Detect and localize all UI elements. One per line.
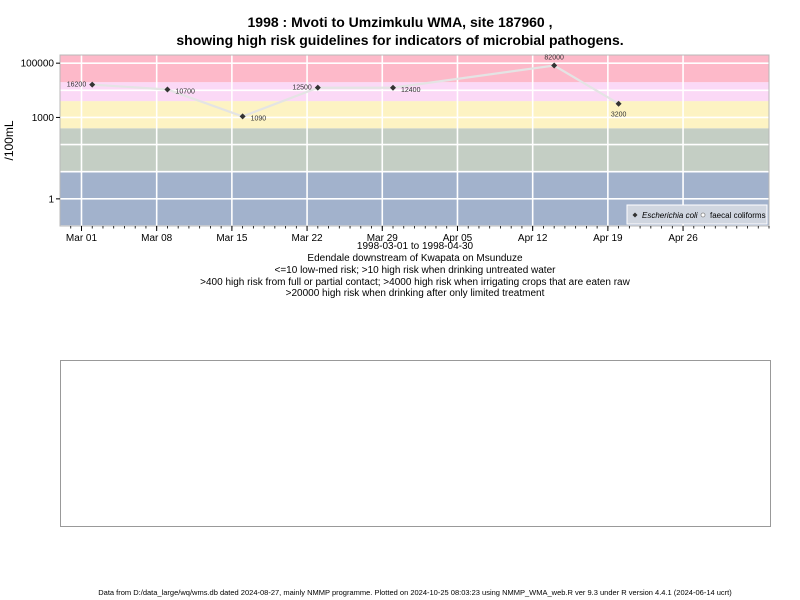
data-point-0 <box>89 81 96 88</box>
y-tick-label-0: 1 <box>48 194 54 205</box>
caption-risk-treatment: >20000 high risk when drinking after onl… <box>285 288 545 299</box>
data-label-1: 10700 <box>175 89 195 96</box>
risk-bands <box>60 55 769 226</box>
y-tick-label-1: 1000 <box>32 113 55 124</box>
caption-risk-drinking: <=10 low-med risk; >10 high risk when dr… <box>274 265 556 276</box>
x-tick-label-7: Apr 19 <box>593 233 623 244</box>
data-point-4 <box>390 84 397 91</box>
risk-band-2 <box>60 101 769 129</box>
data-label-6: 3200 <box>611 112 627 119</box>
axes: 1 1000 100000/100mL Mar 01 Mar 08 Mar 15 Mar 2… <box>2 54 770 244</box>
legend-marker-ecoli <box>632 212 638 218</box>
legend: Escherichia coli faecal coliforms <box>626 204 768 225</box>
data-label-3: 12500 <box>292 85 312 92</box>
empty-plot-panel <box>60 360 771 527</box>
caption-date-range: 1998-03-01 to 1998-04-30 <box>356 241 474 252</box>
x-tick-label-6: Apr 12 <box>518 233 548 244</box>
y-axis-label: /100mL <box>2 120 16 160</box>
series-layer: 16200 10700 1090 12500 12400 82000 3200 <box>67 55 627 123</box>
data-label-5: 82000 <box>544 55 564 62</box>
x-tick-label-0: Mar 01 <box>66 233 98 244</box>
legend-box <box>626 204 768 225</box>
legend-marker-faecal <box>700 212 706 218</box>
data-label-4: 12400 <box>401 87 421 94</box>
x-tick-label-5: Apr 05 <box>443 233 473 244</box>
chart-title-line2: showing high risk guidelines for indicat… <box>176 32 624 48</box>
risk-band-4 <box>60 55 769 83</box>
y-tick-label-2: 100000 <box>21 59 55 70</box>
chart-title-line1: 1998 : Mvoti to Umzimkulu WMA, site 1879… <box>247 14 553 30</box>
x-tick-label-8: Apr 26 <box>668 233 698 244</box>
caption-site: Edendale downstream of Kwapata on Msundu… <box>307 253 523 264</box>
x-tick-label-2: Mar 15 <box>216 233 248 244</box>
data-point-1 <box>164 86 171 93</box>
data-point-5 <box>551 62 558 69</box>
footer-note: Data from D:/data_large/wq/wms.db dated … <box>98 588 732 597</box>
x-tick-label-4: Mar 29 <box>367 233 399 244</box>
legend-label-faecal: faecal coliforms <box>710 211 766 220</box>
data-point-2 <box>239 113 246 120</box>
data-label-2: 1090 <box>251 115 267 122</box>
x-tick-label-1: Mar 08 <box>141 233 173 244</box>
risk-band-1 <box>60 128 769 172</box>
x-tick-label-3: Mar 22 <box>292 233 324 244</box>
risk-chart: 1 1000 100000/100mL Mar 01 Mar 08 Mar 15 Mar 2… <box>2 54 770 244</box>
caption-risk-contact: >400 high risk from full or partial cont… <box>200 277 630 288</box>
data-label-0: 16200 <box>67 82 87 89</box>
data-point-3 <box>314 84 321 91</box>
data-point-6 <box>615 100 622 107</box>
legend-label-ecoli: Escherichia coli <box>642 211 698 220</box>
